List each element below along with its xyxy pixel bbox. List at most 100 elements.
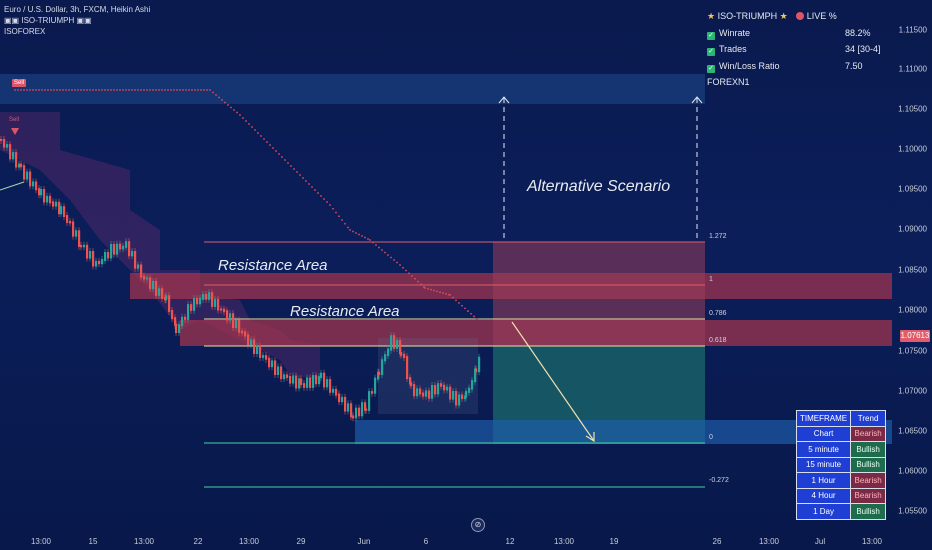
candle [295,375,298,389]
stop-dot [41,89,43,91]
stop-dot [467,310,469,312]
stop-dot [329,204,331,206]
stop-dot [191,89,193,91]
stop-dot [89,89,91,91]
candle [110,244,113,259]
candle [20,163,23,168]
candle [303,383,306,388]
stop-dot [449,294,451,296]
table-row: 4 Hour Bearish [795,487,887,504]
timeframe-cell: 1 Hour [795,472,852,489]
stop-dot [74,89,76,91]
candle [250,339,253,346]
sell-signal-tag[interactable]: Sell [12,79,27,87]
stop-dot [266,141,268,143]
chart-title: Euro / U.S. Dollar, 3h, FXCM, Heikin Ash… [4,5,151,14]
stop-dot [251,126,253,128]
candle [332,388,335,393]
stop-dot [349,229,351,231]
stop-dot [420,283,422,286]
timeframe-cell: 5 minute [795,441,852,458]
candle [95,260,98,267]
candle [320,372,323,379]
candle [364,402,367,411]
candle [29,171,32,187]
candle [78,230,81,247]
stop-dot [62,89,64,91]
candle [292,375,295,384]
stop-dot [332,207,334,210]
candle [474,368,477,383]
candle [309,377,312,388]
candle [326,379,329,388]
stop-dot [227,104,229,106]
candle [140,264,143,278]
candle [461,394,464,400]
stop-dot [364,236,366,239]
candle [271,360,274,368]
stop-dot [326,201,328,203]
candle [184,316,187,320]
candle [46,195,49,203]
price-tick: 1.09000 [898,224,927,234]
stop-dot [200,89,202,91]
candle [440,383,443,387]
timeframe-cell: 15 minute [795,456,852,473]
stop-dot [137,89,139,91]
candle [238,319,241,333]
stats-row-value: 34 [30-4] [845,44,881,54]
stop-dot [278,153,280,155]
arrow-cap-right [691,96,703,104]
table-header: TIMEFRAME [795,410,852,427]
time-axis[interactable]: 13:00 15 13:00 22 13:00 29 Jun 6 12 13:0… [0,530,890,550]
price-tick: 1.07000 [898,386,927,396]
price-axis[interactable]: 1.11500 1.11000 1.10500 1.10000 1.09500 … [890,0,932,530]
candle [458,394,461,406]
stop-dot [242,117,244,119]
candle [428,390,431,399]
candle [18,163,21,168]
candle [6,144,9,148]
candle [196,298,199,305]
candle [26,171,29,180]
candle [122,245,125,250]
candle [315,375,318,385]
stop-dot [323,198,325,200]
candle [262,355,265,358]
candle [217,298,220,311]
price-tick: 1.06500 [898,426,927,436]
time-tick: 19 [609,537,619,546]
candle [431,385,434,399]
candle [286,374,289,378]
stop-dot [290,165,292,167]
star-icon: ★ [779,11,788,21]
stop-dot [263,138,265,140]
stop-dot [164,89,166,91]
stop-dot [161,89,163,91]
stop-dot [212,91,214,94]
time-tick: 6 [423,537,429,546]
cloud-band [0,112,320,380]
candle [253,339,256,354]
candle [190,304,193,311]
candle [312,375,315,388]
stop-dot [341,219,343,221]
stop-dot [375,244,377,246]
table-row: 15 minute Bullish [795,456,887,473]
resistance-area-text-upper[interactable]: Resistance Area [218,257,328,274]
stop-dot [367,238,369,240]
resistance-area-text-lower[interactable]: Resistance Area [290,303,400,320]
candle [134,251,137,269]
alternative-scenario-text[interactable]: Alternative Scenario [527,178,671,195]
stop-dot [113,89,115,91]
stop-dot [128,89,130,91]
candle [361,402,364,417]
tradingview-logo-icon[interactable]: ⊘ [471,518,485,532]
candle [168,295,171,312]
price-tick: 1.08000 [898,305,927,315]
timeframe-cell: 1 Day [795,503,852,520]
trend-cell: Bullish [850,441,887,458]
check-icon: ✓ [707,64,715,73]
